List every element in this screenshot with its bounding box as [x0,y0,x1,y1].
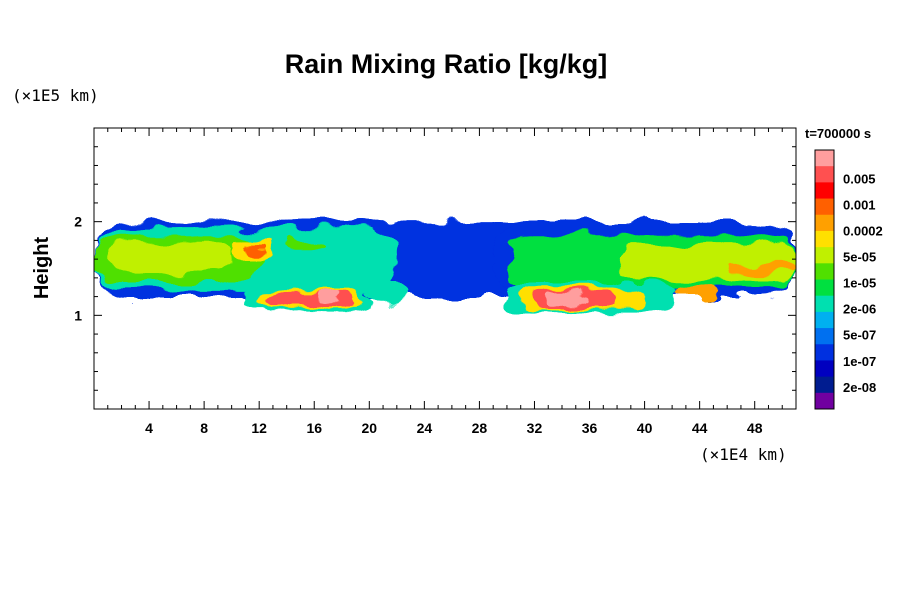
x-tick-label-4: 4 [145,420,153,436]
colorbar-swatch-7 [815,263,834,280]
colorbar-swatch-8 [815,279,834,297]
x-tick-label-20: 20 [362,420,378,436]
rain-field [94,221,796,311]
colorbar-label-2: 0.0002 [843,223,883,238]
field-region-6 [286,240,328,250]
colorbar-label-8: 2e-08 [843,380,876,395]
colorbar-swatch-0 [815,150,834,167]
field-region-10 [314,291,342,302]
colorbar-swatch-3 [815,198,834,216]
colorbar-swatch-10 [815,311,834,329]
x-unit-label: (×1E4 km) [700,445,787,464]
field-region-5 [245,245,267,250]
colorbar-frame [814,149,835,410]
field-region-19 [548,294,590,303]
field-region-3 [107,242,232,274]
colorbar-swatch-13 [815,360,834,378]
plot-frame [93,127,797,410]
x-tick-label-44: 44 [692,420,708,436]
colorbar-label-4: 1e-05 [843,276,876,291]
colorbar-swatch-12 [815,344,834,361]
x-tick-label-8: 8 [200,420,208,436]
colorbar: 0.005 0.001 0.0002 5e-05 1e-05 2e-06 5e-07 1e-0… [814,149,883,410]
y-tick-label-2: 2 [74,214,82,230]
colorbar-label-0: 0.005 [843,171,876,186]
colorbar-label-6: 5e-07 [843,328,876,343]
colorbar-swatch-1 [815,166,834,183]
x-tick-label-24: 24 [417,420,433,436]
field-region-14 [617,245,796,280]
colorbar-label-3: 5e-05 [843,250,876,265]
x-tick-label-12: 12 [251,420,267,436]
x-tick-label-48: 48 [747,420,763,436]
colorbar-label-5: 2e-06 [843,302,876,317]
y-unit-label: (×1E5 km) [12,86,99,105]
field-region-20 [672,287,714,299]
x-tick-label-28: 28 [472,420,488,436]
colorbar-swatch-6 [815,247,834,264]
x-tick-label-16: 16 [306,420,322,436]
x-tick-label-36: 36 [582,420,598,436]
colorbar-swatch-5 [815,230,834,248]
colorbar-swatch-4 [815,214,834,232]
colorbar-label-1: 0.001 [843,197,876,212]
colorbar-swatch-11 [815,328,834,345]
field-region-15 [727,263,796,274]
colorbar-swatch-15 [815,392,834,410]
y-tick-label-1: 1 [74,307,82,323]
colorbar-swatch-2 [815,182,834,200]
y-axis-label: Height [31,237,53,300]
colorbar-swatch-9 [815,295,834,313]
x-tick-label-32: 32 [527,420,543,436]
colorbar-swatch-14 [815,376,834,394]
chart-title: Rain Mixing Ratio [kg/kg] [285,49,608,79]
field-region-11 [369,282,411,302]
field-region-9 [266,291,356,306]
x-tick-label-40: 40 [637,420,653,436]
time-label: t=700000 s [805,126,871,141]
colorbar-label-7: 1e-07 [843,354,876,369]
